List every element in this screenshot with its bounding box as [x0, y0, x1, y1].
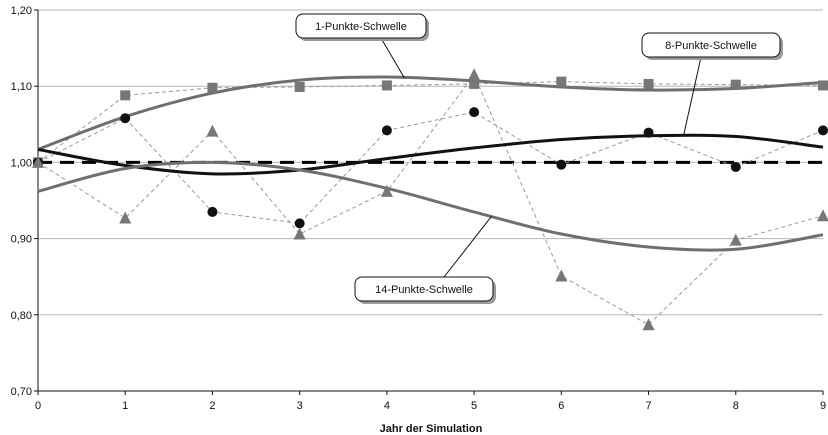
point-circle-8	[730, 161, 741, 172]
callout-pointer	[380, 37, 405, 79]
point-triangle-9	[817, 209, 828, 222]
point-square-3	[294, 81, 305, 92]
trend-line-circle	[37, 133, 824, 176]
y-tick-label: 0,80	[11, 310, 32, 322]
point-triangle-0	[32, 155, 44, 168]
trend-lines	[37, 75, 824, 252]
point-square-1	[120, 90, 131, 101]
x-tick-label: 2	[209, 400, 215, 412]
point-square-6	[556, 76, 567, 87]
callout-pointer	[682, 56, 702, 137]
y-tick-label: 1,20	[11, 5, 32, 17]
axes	[37, 10, 823, 392]
x-tick-label: 3	[297, 400, 303, 412]
y-axis: 0,70 0,80 0,90 1,00 1,10 1,20	[11, 5, 38, 398]
data-markers	[32, 68, 828, 331]
raw-line-circle	[37, 111, 824, 224]
y-tick-label: 0,70	[11, 386, 32, 398]
point-triangle-7	[642, 318, 655, 331]
x-tick-label: 7	[645, 400, 651, 412]
point-circle-5	[469, 107, 480, 118]
x-tick-label: 8	[733, 400, 739, 412]
point-square-4	[381, 80, 392, 91]
x-tick-label: 0	[35, 400, 41, 412]
callout-box	[641, 32, 781, 58]
point-triangle-4	[380, 184, 393, 197]
point-triangle-5	[468, 68, 481, 81]
y-tick-label: 1,10	[11, 81, 32, 93]
trend-line-square	[37, 75, 824, 151]
trend-line-triangle	[37, 160, 824, 252]
callouts: 1-Punkte-Schwelle 8-Punkte-Schwelle 14-Pun…	[295, 13, 783, 304]
point-circle-3	[294, 218, 305, 229]
callout-box	[354, 276, 494, 302]
x-tick-label: 9	[820, 400, 826, 412]
point-circle-2	[207, 206, 218, 217]
x-tick-label: 5	[471, 400, 477, 412]
point-circle-1	[120, 113, 131, 124]
x-tick-label: 6	[558, 400, 564, 412]
y-tick-label: 1,00	[11, 157, 32, 169]
point-circle-4	[381, 125, 392, 136]
point-square-8	[730, 79, 741, 90]
point-square-2	[207, 82, 218, 93]
x-tick-label: 4	[384, 400, 390, 412]
point-circle-6	[556, 159, 567, 170]
point-triangle-1	[119, 211, 132, 224]
point-circle-7	[643, 127, 654, 138]
point-circle-9	[818, 125, 828, 136]
y-tick-label: 0,90	[11, 234, 32, 246]
x-axis-label: Jahr der Simulation	[380, 423, 483, 435]
raw-line-square	[37, 81, 824, 163]
point-square-9	[818, 80, 828, 91]
x-axis: 0 1 2 3 4 5 6 7 8 9	[35, 391, 826, 412]
point-triangle-8	[729, 233, 742, 246]
point-square-7	[643, 78, 654, 89]
point-triangle-6	[555, 269, 568, 282]
callout-label: 14-Punkte-Schwelle	[375, 284, 473, 296]
callout-pointer	[443, 216, 492, 278]
point-triangle-2	[206, 124, 219, 137]
callout-label: 8-Punkte-Schwelle	[665, 40, 757, 52]
callout-box	[295, 13, 427, 39]
point-square-5	[469, 78, 480, 89]
point-triangle-3	[293, 227, 306, 240]
x-tick-label: 1	[122, 400, 128, 412]
callout-label: 1-Punkte-Schwelle	[315, 21, 407, 33]
